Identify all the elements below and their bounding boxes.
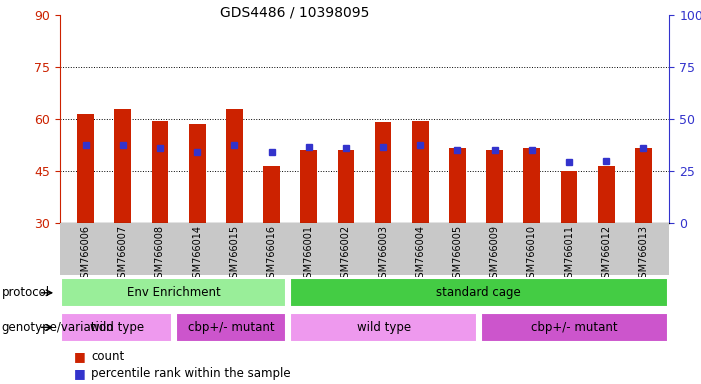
Bar (114, 109, 131, 223)
Bar (375, 122, 391, 223)
Text: GSM766011: GSM766011 (564, 225, 574, 284)
Bar (300, 150, 317, 223)
Bar (151, 121, 168, 223)
Bar (62, 313, 172, 342)
Text: GSM766001: GSM766001 (304, 225, 314, 284)
Text: GSM766004: GSM766004 (415, 225, 426, 284)
Text: wild type: wild type (90, 321, 144, 334)
Bar (561, 171, 578, 223)
Text: GDS4486 / 10398095: GDS4486 / 10398095 (219, 6, 369, 20)
Bar (524, 149, 540, 223)
Text: count: count (91, 350, 124, 363)
Text: Env Enrichment: Env Enrichment (127, 286, 221, 299)
Text: wild type: wild type (357, 321, 411, 334)
Bar (226, 109, 243, 223)
Text: protocol: protocol (1, 286, 50, 299)
Text: GSM766013: GSM766013 (639, 225, 648, 284)
Bar (449, 149, 466, 223)
Bar (486, 150, 503, 223)
Text: percentile rank within the sample: percentile rank within the sample (91, 367, 291, 380)
Text: ■: ■ (74, 367, 86, 380)
Text: GSM766016: GSM766016 (266, 225, 277, 284)
Text: ■: ■ (74, 350, 86, 363)
Bar (338, 150, 354, 223)
Text: GSM766005: GSM766005 (452, 225, 463, 285)
Text: GSM766008: GSM766008 (155, 225, 165, 284)
Bar (412, 121, 429, 223)
Text: GSM766009: GSM766009 (490, 225, 500, 284)
Text: GSM766012: GSM766012 (601, 225, 611, 285)
Text: GSM766014: GSM766014 (192, 225, 202, 284)
Bar (62, 278, 287, 308)
Text: cbp+/- mutant: cbp+/- mutant (531, 321, 618, 334)
Bar (481, 313, 667, 342)
Text: GSM766007: GSM766007 (118, 225, 128, 285)
Text: cbp+/- mutant: cbp+/- mutant (188, 321, 274, 334)
Bar (598, 166, 615, 223)
Bar (176, 313, 287, 342)
Bar (635, 149, 652, 223)
Text: genotype/variation: genotype/variation (1, 321, 114, 334)
Bar (189, 124, 205, 223)
Text: GSM766010: GSM766010 (527, 225, 537, 284)
Bar (290, 278, 667, 308)
Text: GSM766003: GSM766003 (378, 225, 388, 284)
Bar (263, 166, 280, 223)
Text: GSM766002: GSM766002 (341, 225, 351, 285)
Text: GSM766006: GSM766006 (81, 225, 90, 284)
Text: standard cage: standard cage (437, 286, 522, 299)
Bar (290, 313, 477, 342)
Bar (77, 114, 94, 223)
Text: GSM766015: GSM766015 (229, 225, 239, 285)
